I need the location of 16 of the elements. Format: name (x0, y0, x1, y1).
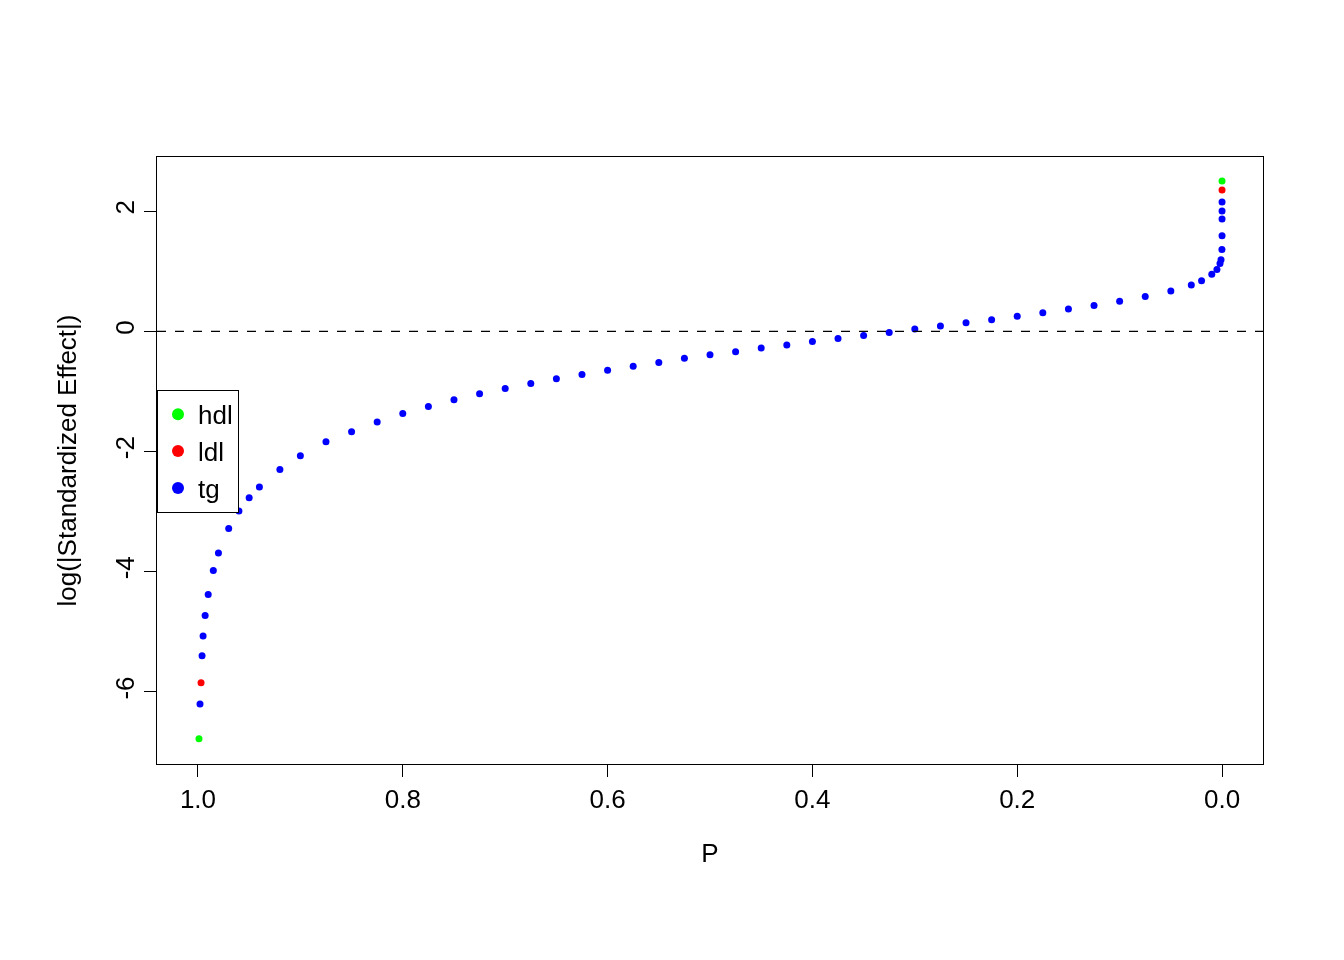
y-tick-label: -4 (109, 556, 140, 580)
legend-label: hdl (198, 400, 233, 431)
x-axis-title: P (701, 837, 719, 868)
x-tick-label: 0.2 (999, 784, 1036, 815)
legend-label: tg (198, 474, 220, 505)
x-tick-label: 1.0 (179, 784, 217, 815)
y-axis-title: log(|Standardized Effect|) (52, 314, 82, 607)
y-tick-label: 0 (109, 320, 140, 335)
y-tick-label: -6 (109, 676, 140, 700)
legend-label: ldl (198, 437, 225, 468)
x-tick-label: 0.6 (589, 784, 626, 815)
x-tick-label: 0.8 (384, 784, 421, 815)
y-tick-label: 2 (109, 199, 140, 215)
x-tick-label: 0.0 (1203, 784, 1241, 815)
y-tick-label: -2 (109, 436, 140, 460)
x-tick-label: 0.4 (794, 784, 831, 815)
